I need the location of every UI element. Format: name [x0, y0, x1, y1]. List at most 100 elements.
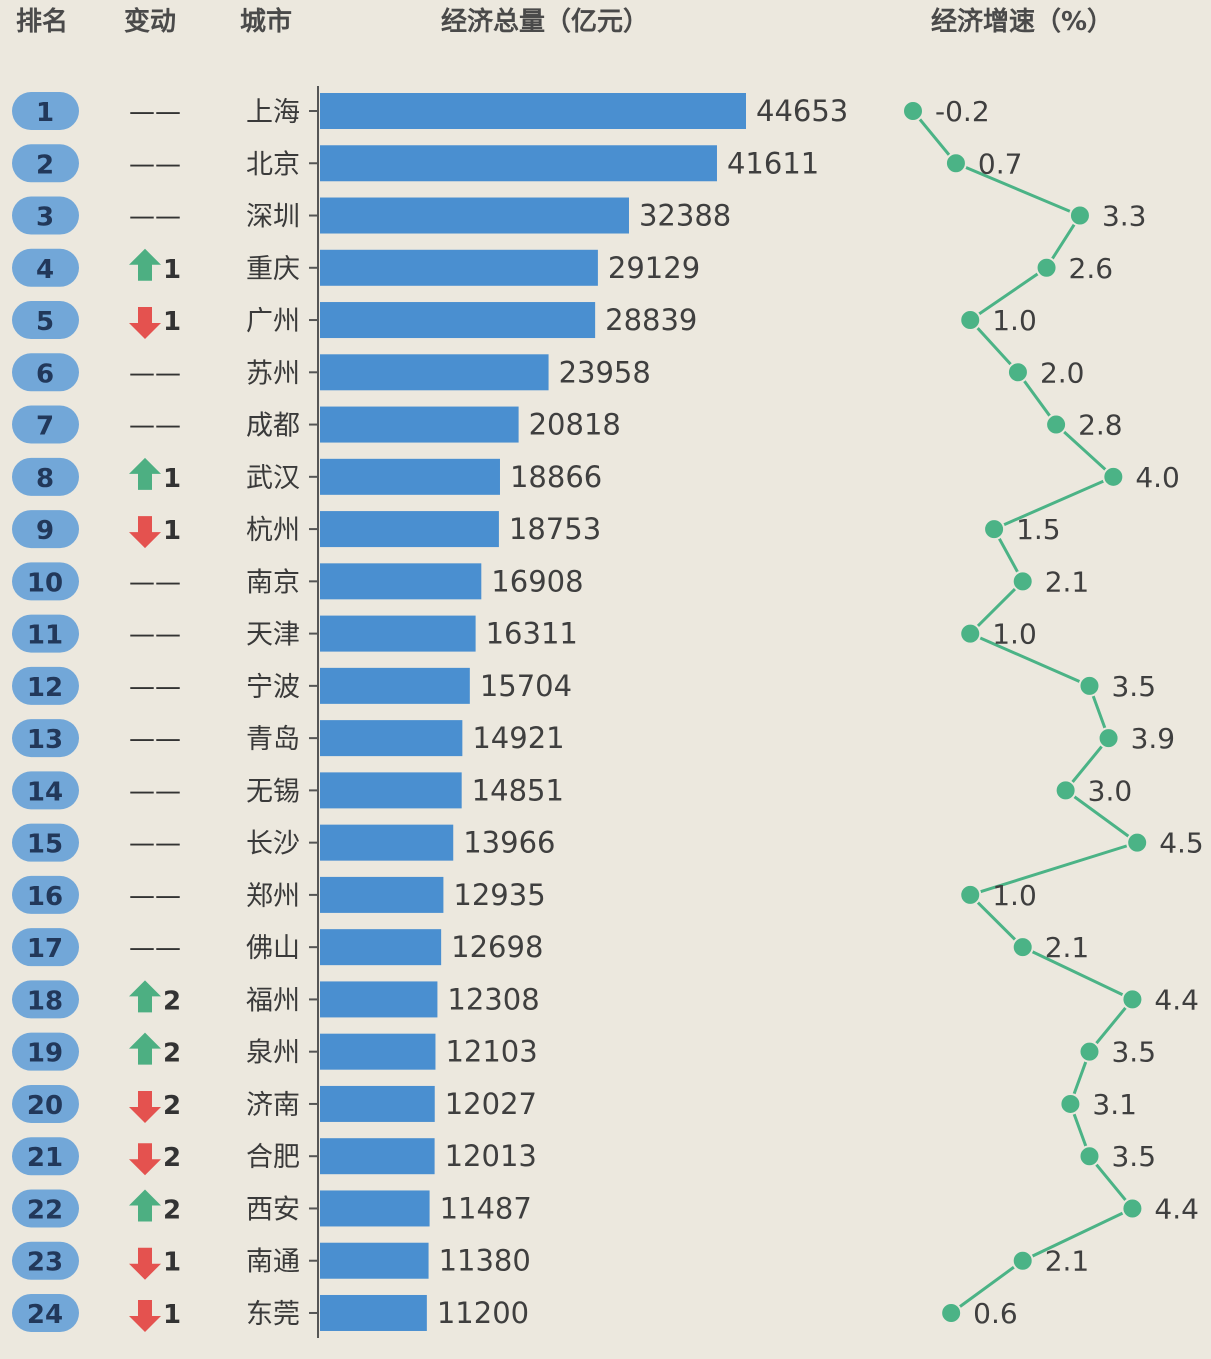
growth-data-label: 2.1	[1045, 1245, 1090, 1278]
growth-marker	[1102, 465, 1125, 488]
gdp-data-label: 11487	[440, 1191, 532, 1225]
arrow-down-icon	[129, 1247, 161, 1280]
rank-label: 5	[36, 307, 54, 337]
table-row: 24 1 东莞 11200	[12, 1293, 529, 1332]
gdp-data-label: 11200	[437, 1296, 529, 1330]
gdp-bar	[320, 354, 549, 391]
growth-marker	[944, 152, 967, 175]
arrow-down-icon	[129, 1090, 161, 1123]
gdp-data-label: 12935	[453, 878, 545, 912]
table-row: 6 —— 苏州 23958	[12, 353, 651, 392]
growth-data-label: 1.5	[1016, 513, 1061, 546]
growth-data-label: 3.5	[1111, 1036, 1156, 1069]
rank-label: 21	[27, 1143, 63, 1173]
table-row: 2 —— 北京 41611	[12, 144, 819, 183]
no-change-dash: ——	[129, 933, 181, 963]
growth-data-label: 1.0	[992, 618, 1037, 651]
growth-data-label: 2.1	[1045, 565, 1090, 598]
no-change-dash: ——	[129, 97, 181, 127]
rank-badge	[12, 248, 79, 287]
gdp-data-label: 20818	[529, 408, 621, 442]
arrow-up-icon	[129, 1032, 161, 1065]
growth-marker	[1078, 1145, 1101, 1168]
rank-label: 24	[27, 1300, 63, 1330]
city-label: 杭州	[246, 515, 300, 546]
growth-point: 3.1	[1059, 1088, 1137, 1121]
gdp-bar	[320, 511, 499, 548]
growth-marker	[1011, 936, 1034, 959]
gdp-data-label: 12013	[445, 1139, 537, 1173]
rank-label: 4	[36, 255, 54, 285]
gdp-bar	[320, 1242, 429, 1279]
rank-change-value: 1	[163, 255, 181, 285]
growth-data-label: 4.0	[1135, 461, 1180, 494]
city-label: 佛山	[246, 933, 300, 964]
growth-point: 1.0	[959, 618, 1037, 651]
gdp-data-label: 23958	[559, 355, 651, 389]
rank-label: 14	[27, 777, 63, 807]
table-row: 16 —— 郑州 12935	[12, 875, 546, 914]
gdp-bar	[320, 1033, 436, 1070]
rank-badge	[12, 875, 79, 914]
growth-point: 2.1	[1011, 565, 1090, 598]
no-change-dash: ——	[129, 149, 181, 179]
gdp-bar	[320, 145, 717, 182]
rank-badge	[12, 144, 79, 183]
growth-point: 1.0	[959, 304, 1037, 337]
rank-badge	[12, 928, 79, 967]
arrow-down-icon	[129, 1299, 161, 1332]
rank-badge	[12, 196, 79, 235]
growth-data-label: 2.8	[1078, 409, 1123, 442]
growth-marker	[959, 622, 982, 645]
growth-data-label: 1.0	[992, 304, 1037, 337]
gdp-data-label: 44653	[756, 94, 848, 128]
city-label: 南通	[246, 1247, 300, 1278]
growth-marker	[1121, 988, 1144, 1011]
city-label: 长沙	[246, 829, 300, 860]
rank-label: 8	[36, 464, 54, 494]
city-label: 天津	[246, 620, 300, 651]
growth-marker	[1078, 1040, 1101, 1063]
table-row: 8 1 武汉 18866	[12, 457, 602, 496]
no-change-dash: ——	[129, 776, 181, 806]
city-label: 青岛	[246, 724, 300, 755]
rank-change-value: 2	[163, 1039, 181, 1069]
gdp-data-label: 12308	[447, 982, 539, 1016]
city-label: 无锡	[246, 776, 300, 807]
no-change-dash: ——	[129, 620, 181, 650]
growth-data-label: 4.4	[1154, 983, 1199, 1016]
rank-label: 6	[36, 359, 54, 389]
no-change-dash: ——	[129, 358, 181, 388]
growth-point: 0.6	[940, 1297, 1018, 1330]
gdp-bar	[320, 615, 476, 652]
gdp-bar	[320, 667, 470, 704]
city-label: 北京	[246, 149, 300, 180]
table-row: 7 —— 成都 20818	[12, 405, 621, 444]
arrow-up-icon	[129, 1189, 161, 1222]
growth-data-label: 3.1	[1092, 1088, 1137, 1121]
rank-change-value: 1	[163, 516, 181, 546]
header-city: 城市	[240, 6, 292, 37]
city-label: 深圳	[246, 202, 300, 233]
growth-marker	[959, 309, 982, 332]
city-label: 郑州	[246, 881, 300, 912]
growth-marker	[1045, 413, 1068, 436]
growth-data-label: 1.0	[992, 879, 1037, 912]
rank-badge	[12, 1032, 79, 1071]
gdp-data-label: 41611	[727, 146, 819, 180]
table-row: 3 —— 深圳 32388	[12, 196, 731, 235]
rank-badge	[12, 510, 79, 549]
table-row: 21 2 合肥 12013	[12, 1137, 537, 1176]
growth-marker	[1078, 674, 1101, 697]
arrow-down-icon	[129, 516, 161, 549]
growth-marker	[1054, 779, 1077, 802]
gdp-data-label: 28839	[605, 303, 697, 337]
growth-marker	[1006, 361, 1029, 384]
header-gdp: 经济总量（亿元）	[441, 6, 649, 37]
rank-label: 12	[27, 673, 63, 703]
growth-marker	[1126, 831, 1149, 854]
gdp-data-label: 12698	[451, 930, 543, 964]
rank-change-value: 1	[163, 307, 181, 337]
table-row: 12 —— 宁波 15704	[12, 666, 572, 705]
growth-data-label: 4.5	[1159, 827, 1204, 860]
